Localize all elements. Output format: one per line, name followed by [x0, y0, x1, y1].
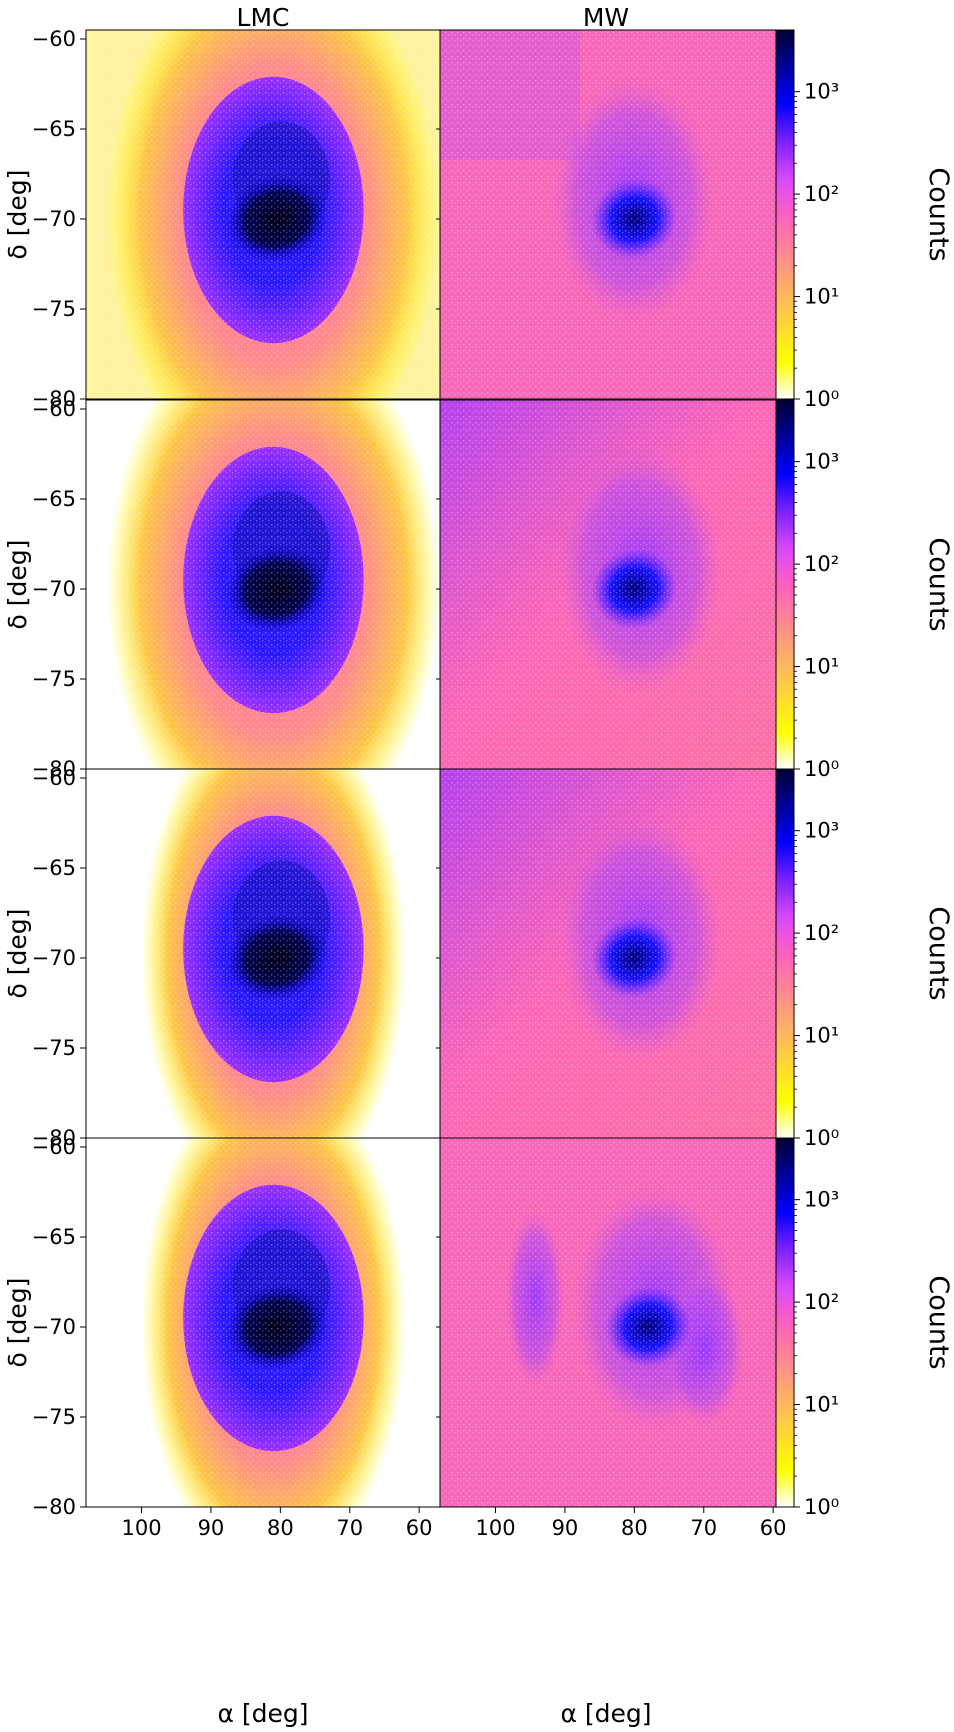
y-tick-label: −60 — [32, 397, 76, 421]
panel-lmc-row-4: −60 −65 −70 −75 −80 100 90 80 70 60 — [32, 1135, 441, 1540]
colorbar-tick-label: 10³ — [804, 819, 839, 843]
y-tick-label: −80 — [32, 387, 76, 411]
colorbar-tick-label: 10³ — [804, 1188, 839, 1212]
x-tick-label: 70 — [690, 1516, 717, 1540]
colorbar-tick-label: 10³ — [804, 80, 839, 104]
y-axis-label: δ [deg] — [3, 540, 32, 630]
y-tick-label: −70 — [32, 946, 76, 970]
colorbar-tick-label: 10² — [804, 552, 839, 576]
y-tick-label: −70 — [32, 577, 76, 601]
colorbar-gradient — [775, 29, 795, 400]
colorbar-tick-label: 10⁰ — [804, 387, 839, 411]
panel-lmc-row-3: −60 −65 −70 −75 −80 — [32, 766, 441, 1150]
colorbar-row-2: 10⁰ 10¹ 10² 10³ Counts — [775, 399, 954, 781]
colorbar-tick-label: 10² — [804, 921, 839, 945]
x-tick-label: 70 — [336, 1516, 363, 1540]
panel-lmc-row-2: −60 −65 −70 −75 −80 — [32, 397, 441, 781]
x-tick-label: 60 — [760, 1516, 787, 1540]
colorbar-label: Counts — [923, 537, 954, 631]
x-tick-label: 100 — [121, 1516, 161, 1540]
x-axis-label-mw: α [deg] — [560, 1699, 651, 1728]
x-tick-label: 60 — [406, 1516, 433, 1540]
colorbar-tick-label: 10¹ — [804, 285, 839, 309]
colorbar-gradient — [775, 768, 795, 1139]
colorbar-row-1: 10⁰ 10¹ 10² 10³ Counts — [775, 29, 954, 411]
panel-mw-row-4: 100 90 80 70 60 — [436, 1137, 795, 1540]
y-tick-label: −75 — [32, 1405, 76, 1429]
panel-mw-row-1 — [436, 29, 795, 400]
colorbar-row-4: 10⁰ 10¹ 10² 10³ Counts — [775, 1137, 954, 1519]
y-tick-label: −60 — [32, 1135, 76, 1159]
y-tick-label: −75 — [32, 297, 76, 321]
x-tick-label: 80 — [621, 1516, 648, 1540]
x-tick-label: 90 — [552, 1516, 579, 1540]
y-tick-label: −70 — [32, 207, 76, 231]
x-axis-label-lmc: α [deg] — [217, 1699, 308, 1728]
y-axis-label: δ [deg] — [3, 170, 32, 260]
colorbar-label: Counts — [923, 906, 954, 1000]
colorbar-gradient — [775, 399, 795, 770]
x-tick-label: 90 — [198, 1516, 225, 1540]
colorbar-tick-label: 10¹ — [804, 1024, 839, 1048]
panels: −60−65−70−75−80−60−65−70−75−80−60−65−70−… — [32, 27, 795, 1540]
y-tick-label: −65 — [32, 487, 76, 511]
column-title-mw: MW — [583, 3, 629, 32]
y-tick-label: −80 — [32, 1126, 76, 1150]
column-title-lmc: LMC — [237, 3, 290, 32]
colorbar-tick-label: 10⁰ — [804, 1495, 839, 1519]
panel-mw-row-2 — [436, 399, 795, 770]
colorbar-tick-label: 10¹ — [804, 655, 839, 679]
y-tick-label: −60 — [32, 27, 76, 51]
y-axis-label: δ [deg] — [3, 909, 32, 999]
y-tick-label: −65 — [32, 1225, 76, 1249]
panel-mw-row-3 — [436, 768, 795, 1139]
colorbar-row-3: 10⁰ 10¹ 10² 10³ Counts — [775, 768, 954, 1150]
colorbar-tick-label: 10³ — [804, 450, 839, 474]
y-axis-labels: δ [deg] δ [deg] δ [deg] δ [deg] — [3, 170, 32, 1368]
panel-lmc-row-1: −60 −65 −70 −75 −80 — [32, 27, 441, 411]
colorbar-tick-label: 10¹ — [804, 1393, 839, 1417]
x-tick-label: 80 — [267, 1516, 294, 1540]
y-tick-label: −65 — [32, 117, 76, 141]
y-tick-label: −75 — [32, 1036, 76, 1060]
colorbar-label: Counts — [923, 167, 954, 261]
y-tick-label: −65 — [32, 856, 76, 880]
x-tick-label: 100 — [475, 1516, 515, 1540]
y-axis-label: δ [deg] — [3, 1278, 32, 1368]
y-tick-label: −80 — [32, 1495, 76, 1519]
colorbar-tick-label: 10² — [804, 182, 839, 206]
colorbar-tick-label: 10² — [804, 1290, 839, 1314]
colorbars: 10⁰10¹10²10³Counts10⁰10¹10²10³Counts10⁰1… — [775, 29, 954, 1519]
y-tick-label: −75 — [32, 667, 76, 691]
y-tick-label: −80 — [32, 757, 76, 781]
y-tick-label: −60 — [32, 766, 76, 790]
colorbar-tick-label: 10⁰ — [804, 1126, 839, 1150]
colorbar-tick-label: 10⁰ — [804, 757, 839, 781]
colorbar-label: Counts — [923, 1275, 954, 1369]
colorbar-gradient — [775, 1137, 795, 1508]
y-tick-label: −70 — [32, 1315, 76, 1339]
